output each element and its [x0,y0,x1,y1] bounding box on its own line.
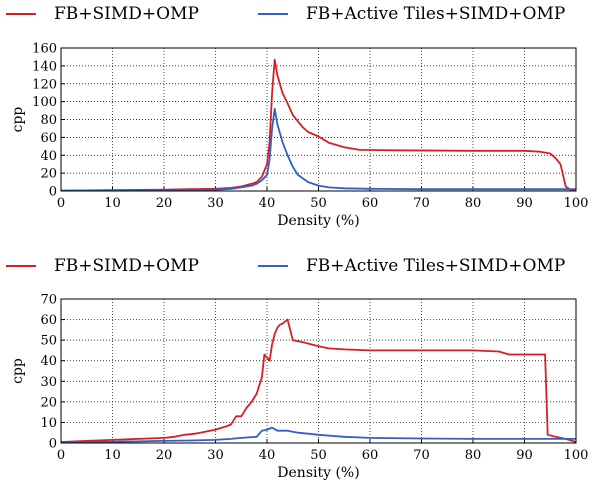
y-tick-label: 0 [49,185,57,200]
y-tick-label: 0 [49,437,57,452]
plot-frame [60,298,577,444]
legend-chart-1: FB+SIMD+OMP FB+Active Tiles+SIMD+OMP [0,2,606,26]
x-tick-label: 20 [156,196,173,211]
y-tick-label: 70 [40,293,57,308]
y-tick-label: 60 [40,131,57,146]
legend-item-series-2: FB+Active Tiles+SIMD+OMP [258,254,565,278]
y-tick-label: 100 [32,95,57,110]
y-tick-label: 160 [32,42,57,57]
series-line [60,107,576,192]
x-tick-label: 10 [104,196,121,211]
series-line [60,426,576,444]
legend-swatch-blue [258,13,288,15]
x-tick-label: 80 [465,448,482,463]
ticks: 0 10 20 30 40 50 60 70 80 90 100 0 10 20 30 40 50 60 70 [40,293,588,464]
x-tick-label: 60 [362,196,379,211]
y-tick-label: 80 [40,113,57,128]
plot-frame [60,47,577,192]
legend-label: FB+SIMD+OMP [54,4,199,24]
y-tick-label: 20 [40,395,57,410]
grid [61,48,576,191]
x-axis-label: Density (%) [277,465,359,481]
x-axis-label: Density (%) [277,213,359,229]
x-tick-label: 0 [57,196,65,211]
y-tick-label: 20 [40,167,57,182]
series-line [60,318,577,443]
x-tick-label: 10 [104,448,121,463]
x-tick-label: 60 [362,448,379,463]
legend-label: FB+Active Tiles+SIMD+OMP [306,4,566,24]
y-tick-label: 40 [40,149,57,164]
x-tick-label: 100 [564,448,589,463]
y-tick-label: 50 [40,334,57,349]
y-tick-label: 60 [40,313,57,328]
y-axis-label: cpp [10,107,26,133]
legend-swatch-red [6,13,36,15]
series-lines [60,58,577,192]
x-tick-label: 100 [564,196,589,211]
grid [61,299,576,443]
x-tick-label: 40 [259,196,276,211]
x-tick-label: 40 [259,448,276,463]
ticks: 0 10 20 30 40 50 60 70 80 90 100020406080100120140… [32,42,588,212]
y-tick-label: 30 [40,375,57,390]
legend-item-series-1: FB+SIMD+OMP [6,254,199,278]
x-tick-label: 0 [57,448,65,463]
x-tick-label: 70 [413,196,430,211]
legend-chart-2: FB+SIMD+OMP FB+Active Tiles+SIMD+OMP [0,254,606,278]
x-tick-label: 90 [516,196,533,211]
y-tick-label: 40 [40,354,57,369]
line-chart-1: 0 10 20 30 40 50 60 70 80 90 100020406080100120140… [10,42,588,230]
x-tick-label: 90 [516,448,533,463]
x-tick-label: 20 [156,448,173,463]
legend-label: FB+Active Tiles+SIMD+OMP [306,256,566,276]
legend-item-series-1: FB+SIMD+OMP [6,2,199,26]
legend-swatch-blue [258,265,288,267]
line-chart-2: 0 10 20 30 40 50 60 70 80 90 100 0 10 20 30 40 50 60 70 De… [10,293,588,482]
series-line [60,58,577,192]
series-lines [60,318,577,444]
legend-item-series-2: FB+Active Tiles+SIMD+OMP [258,2,565,26]
x-tick-label: 50 [310,196,327,211]
legend-swatch-red [6,265,36,267]
x-tick-label: 70 [413,448,430,463]
y-tick-label: 120 [32,77,57,92]
x-tick-label: 30 [207,196,224,211]
x-tick-label: 80 [465,196,482,211]
y-tick-label: 140 [32,59,57,74]
x-tick-label: 50 [310,448,327,463]
legend-label: FB+SIMD+OMP [54,256,199,276]
x-tick-label: 30 [207,448,224,463]
y-tick-label: 10 [40,416,57,431]
y-axis-label: cpp [10,358,26,384]
